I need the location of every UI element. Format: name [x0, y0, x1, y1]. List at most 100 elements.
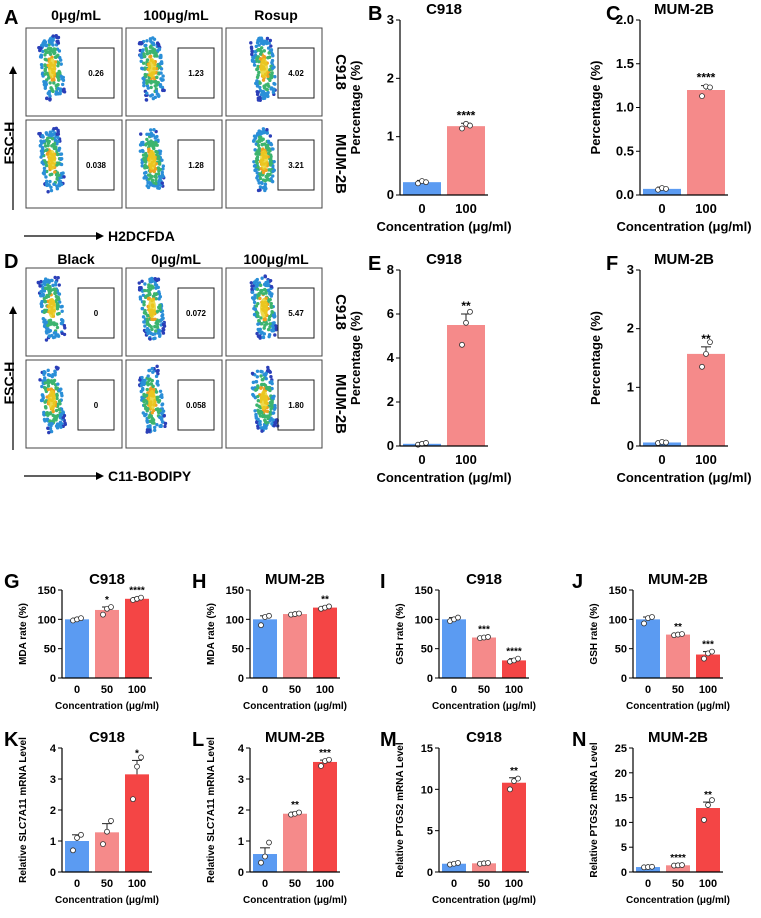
- flow-dot: [159, 417, 164, 421]
- flow-dot: [39, 279, 43, 284]
- flow-dot: [54, 173, 59, 177]
- y-tick-label: 3: [50, 774, 56, 786]
- flow-dot: [162, 414, 166, 418]
- flow-dot: [257, 321, 261, 326]
- flow-dot: [250, 49, 254, 54]
- significance-label: ***: [319, 748, 331, 759]
- flow-dot: [47, 334, 52, 339]
- flow-dot: [146, 331, 150, 336]
- flow-dot: [52, 321, 56, 325]
- significance-label: **: [674, 622, 682, 633]
- flow-dot: [150, 276, 154, 281]
- flow-dot: [141, 386, 145, 391]
- chart-bar: [447, 126, 485, 195]
- flow-dot: [46, 190, 50, 194]
- flow-dot: [273, 75, 277, 79]
- y-axis-label: Percentage (%): [348, 61, 363, 155]
- flow-dot: [54, 386, 58, 390]
- flow-dot: [256, 143, 261, 148]
- flow-dot: [251, 139, 256, 143]
- flow-dot: [265, 177, 269, 182]
- flow-dot: [264, 386, 269, 390]
- flow-dot: [54, 408, 59, 413]
- flow-y-label: FSC-H: [1, 362, 17, 405]
- x-tick-label: 100: [699, 684, 717, 696]
- flow-column-header: 100μg/mL: [243, 251, 309, 267]
- flow-dot: [151, 286, 155, 290]
- flow-dot: [255, 174, 260, 178]
- chart-panel-i: I C918 0 *** 50 **** 100 0 50 100 150 Concentration…: [380, 571, 536, 712]
- flow-dot: [147, 132, 151, 137]
- y-tick-label: 3: [387, 12, 394, 27]
- data-point: [459, 125, 465, 132]
- chart-bar: [636, 619, 660, 678]
- x-tick-label: 0: [451, 684, 457, 696]
- y-tick-label: 15: [615, 793, 627, 805]
- data-point: [707, 84, 713, 91]
- flow-dot-core: [260, 150, 268, 170]
- flow-dot: [60, 422, 64, 426]
- flow-dot: [272, 407, 277, 412]
- chart-bar: [502, 660, 526, 678]
- flow-dot: [60, 309, 64, 314]
- significance-label: ****: [457, 108, 476, 122]
- y-tick-label: 6: [387, 306, 394, 321]
- flow-dot-core: [260, 390, 268, 410]
- flow-dot: [149, 79, 154, 84]
- flow-dot: [54, 294, 59, 299]
- data-point: [679, 631, 685, 637]
- x-tick-label: 0: [262, 878, 268, 890]
- flow-dot: [268, 78, 272, 83]
- flow-dot: [140, 375, 144, 380]
- flow-dot: [158, 295, 163, 299]
- flow-dot: [143, 288, 147, 293]
- flow-dot: [51, 77, 56, 81]
- flow-dot-cloud: [38, 365, 68, 435]
- flow-dot: [250, 290, 255, 294]
- flow-dot: [53, 47, 57, 52]
- chart-bar: [283, 813, 307, 872]
- flow-dot: [263, 287, 267, 292]
- flow-dot: [50, 55, 54, 59]
- flow-dot: [56, 304, 61, 309]
- flow-gate-box: [277, 287, 315, 339]
- flow-dot: [261, 170, 266, 175]
- flow-dot: [156, 285, 160, 290]
- flow-dot: [47, 330, 51, 334]
- flow-dot: [258, 422, 263, 427]
- chart-title: C918: [426, 1, 462, 18]
- panel-letter: H: [192, 571, 206, 593]
- flow-dot: [154, 89, 159, 93]
- flow-dot: [44, 309, 48, 313]
- flow-dot: [273, 82, 277, 86]
- x-tick-label: 50: [101, 878, 113, 890]
- data-point: [130, 796, 136, 803]
- flow-dot: [144, 170, 148, 175]
- flow-dot-cloud: [138, 364, 168, 434]
- flow-dot: [45, 326, 49, 331]
- flow-dot: [144, 294, 148, 298]
- y-tick-label: 2: [387, 70, 394, 85]
- data-point: [78, 831, 84, 838]
- data-point: [467, 308, 473, 315]
- flow-gate-box: [77, 287, 115, 339]
- flow-dot: [49, 131, 53, 135]
- flow-dot: [138, 297, 143, 301]
- flow-plot-cell: 0: [25, 267, 123, 357]
- flow-dot: [161, 164, 166, 168]
- flow-dot: [142, 83, 146, 88]
- data-point: [709, 797, 715, 803]
- flow-dot: [254, 304, 259, 308]
- flow-dot: [147, 147, 151, 152]
- flow-dot: [146, 173, 151, 177]
- flow-dot: [55, 333, 60, 337]
- flow-dot: [160, 314, 164, 318]
- flow-dot: [158, 303, 162, 307]
- chart-bar: [447, 325, 485, 446]
- flow-dot: [145, 91, 149, 95]
- flow-dot: [154, 51, 158, 55]
- flow-x-arrowhead: [96, 232, 104, 240]
- flow-dot: [269, 48, 274, 52]
- flow-dot: [59, 318, 64, 322]
